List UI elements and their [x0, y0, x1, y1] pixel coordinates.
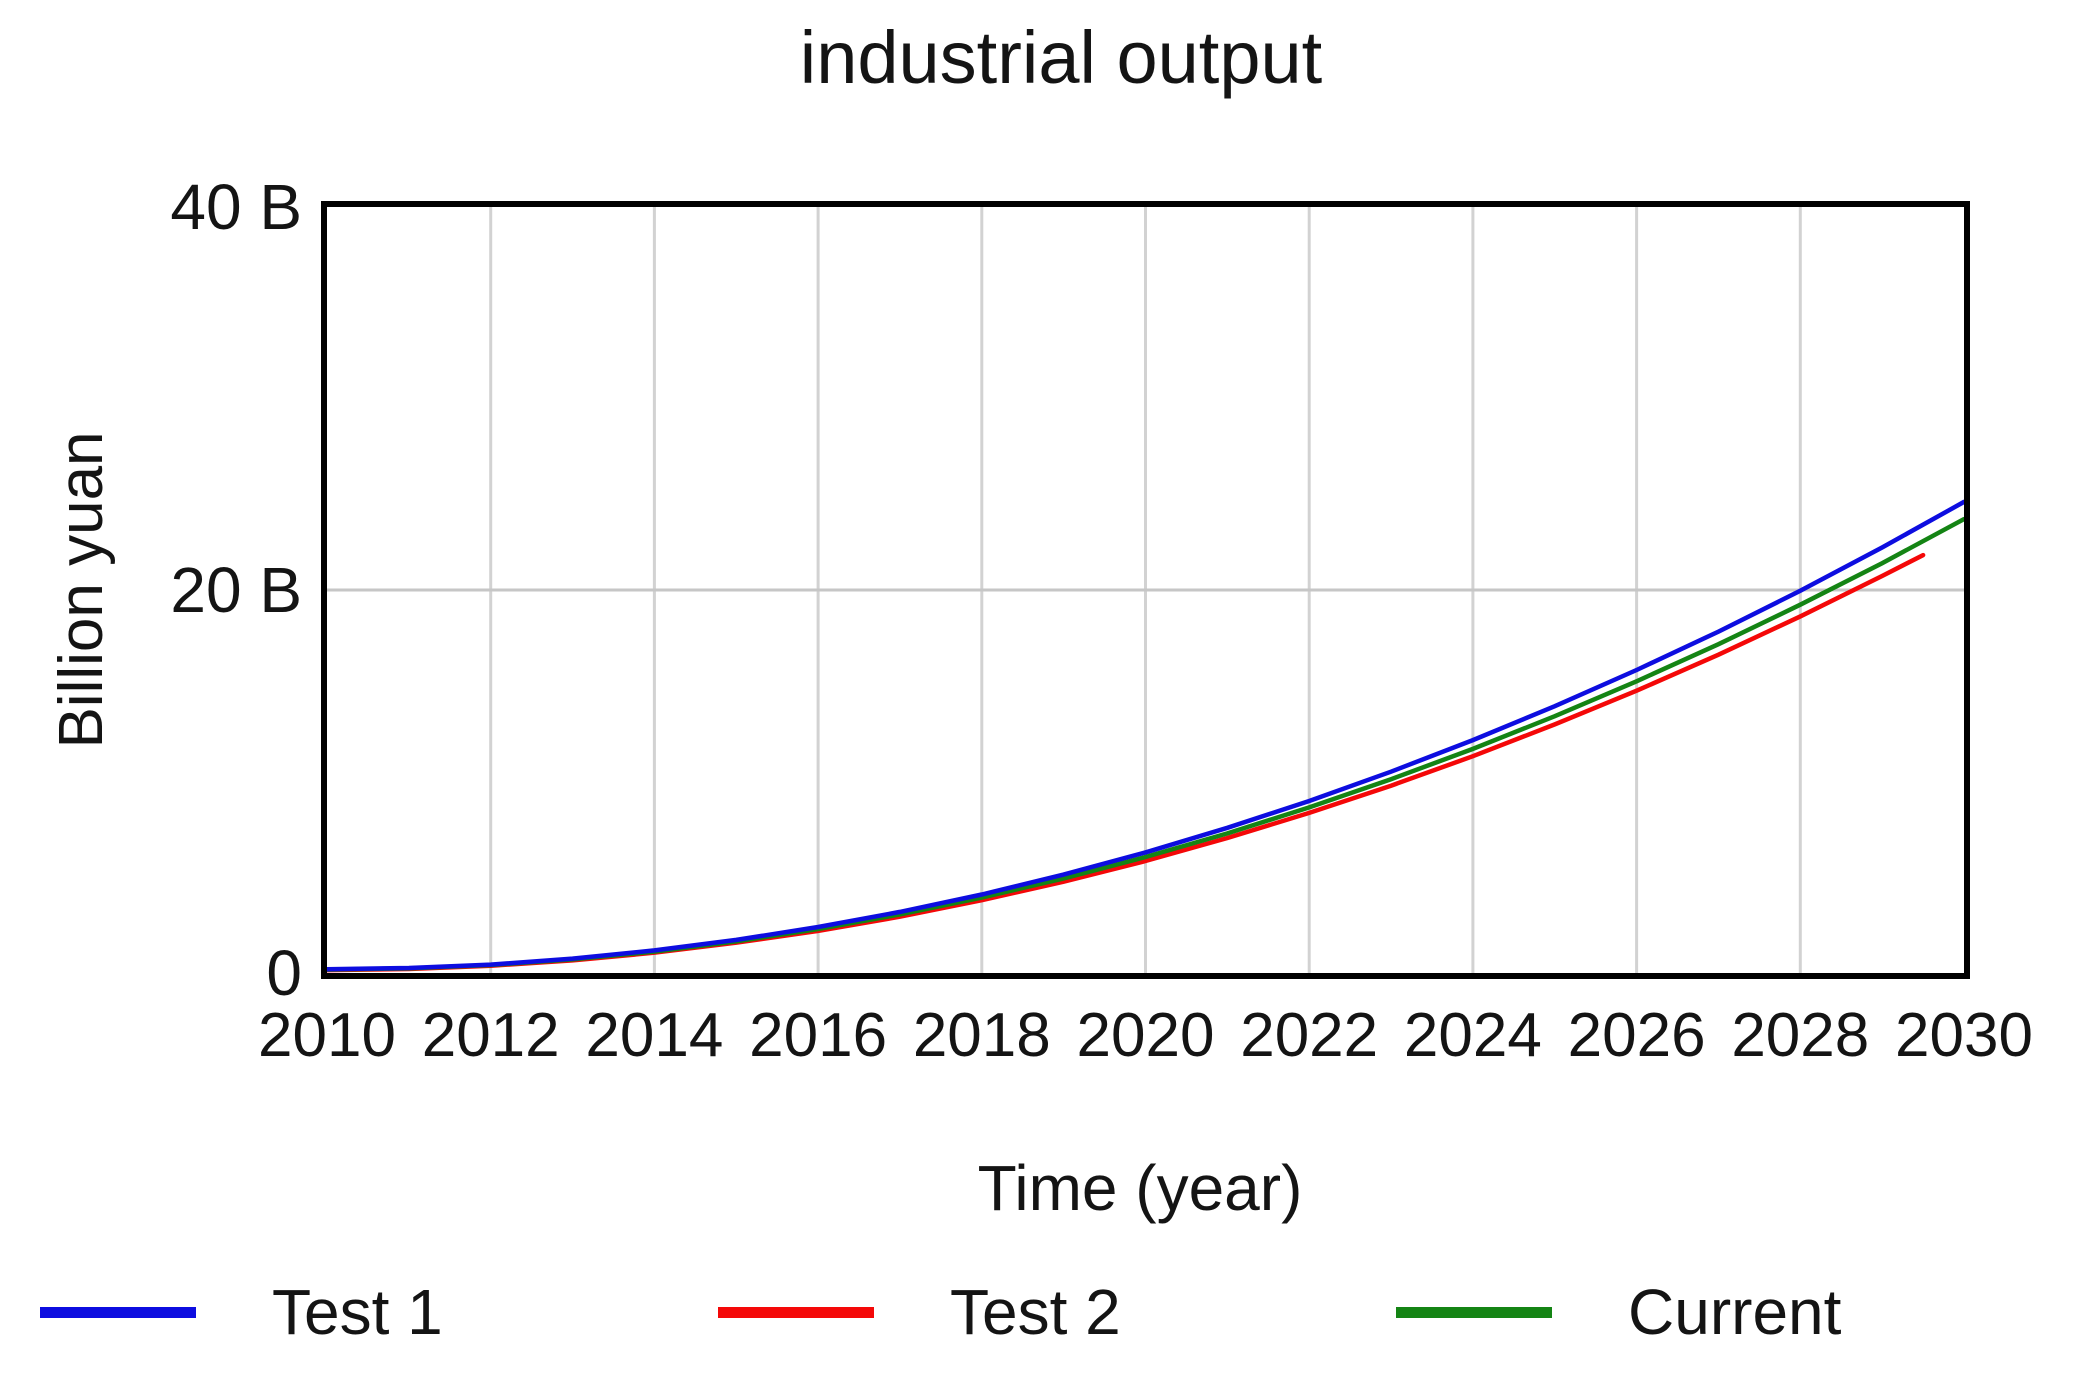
x-tick-label: 2012: [421, 1001, 560, 1070]
x-tick-label: 2022: [1240, 1001, 1379, 1070]
x-tick-label: 2010: [258, 1001, 396, 1070]
x-tick-label: 2028: [1731, 1001, 1870, 1070]
x-tick-label: 2018: [912, 1001, 1051, 1070]
x-tick-label: 2020: [1076, 1001, 1215, 1070]
x-tick-label: 2026: [1567, 1001, 1706, 1070]
legend-swatch-test-2: [718, 1307, 874, 1318]
x-axis-label: Time (year): [977, 1152, 1303, 1224]
x-tick-label: 2030: [1895, 1001, 2033, 1070]
y-tick-label: 20 B: [170, 554, 302, 626]
legend-swatch-test-1: [40, 1307, 196, 1318]
series-line-test-2: [327, 552, 1926, 973]
legend-label-test-2: Test 2: [950, 1276, 1121, 1348]
y-tick-label: 40 B: [170, 171, 302, 243]
chart-title: industrial output: [799, 16, 1323, 99]
y-tick-label: 0: [266, 937, 302, 1009]
x-tick-label: 2014: [585, 1001, 724, 1070]
x-tick-label: 2024: [1403, 1001, 1542, 1070]
legend-label-test-1: Test 1: [272, 1276, 443, 1348]
plot-area: [327, 207, 1964, 973]
legend-swatch-current: [1396, 1307, 1552, 1318]
x-tick-label: 2016: [749, 1001, 888, 1070]
legend-label-current: Current: [1628, 1276, 1842, 1348]
series-line-test-1: [327, 499, 1964, 972]
